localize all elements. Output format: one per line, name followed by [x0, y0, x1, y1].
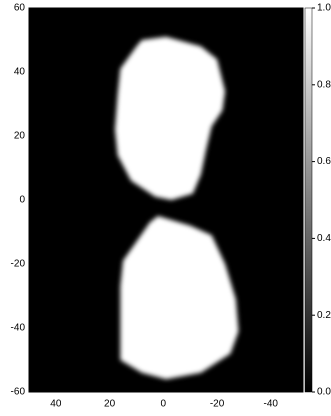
y-tick-label: -20 — [11, 259, 26, 270]
x-tick-label: 0 — [161, 399, 167, 410]
x-tick-label: 40 — [50, 399, 62, 410]
y-tick-label: 40 — [14, 67, 26, 78]
colorbar — [305, 8, 312, 392]
x-tick-label: -20 — [210, 399, 225, 410]
y-tick-label: 0 — [19, 195, 25, 206]
y-tick-label: -40 — [11, 323, 26, 334]
x-tick-label: 20 — [104, 399, 116, 410]
colorbar-tick-label: 0.4 — [317, 233, 331, 244]
y-tick-label: -60 — [11, 387, 26, 398]
x-tick-label: -40 — [264, 399, 279, 410]
colorbar-tick-label: 0.0 — [317, 387, 331, 398]
colorbar-tick-label: 0.8 — [317, 79, 331, 90]
chart: 40 20 0 -20 -40 -60 -40 -20 0 20 40 60 0.0 0.2 0.4 0.6 0… — [0, 0, 331, 411]
y-tick-label: 60 — [14, 3, 26, 14]
y-tick-label: 20 — [14, 131, 26, 142]
colorbar-tick-label: 0.6 — [317, 156, 331, 167]
colorbar-tick-label: 1.0 — [317, 3, 331, 14]
colorbar-tick-label: 0.2 — [317, 310, 331, 321]
